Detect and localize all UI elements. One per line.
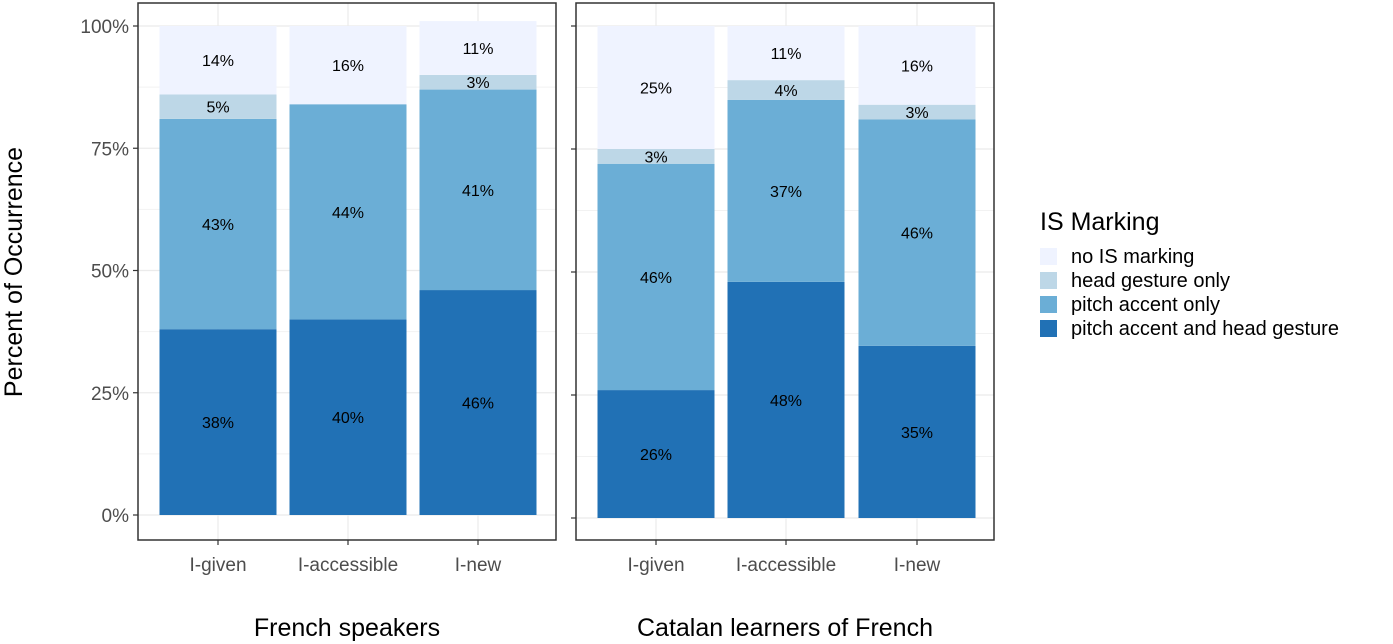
bar-data-label: 11%	[771, 46, 802, 63]
legend-title: IS Marking	[1040, 208, 1159, 236]
bar-data-label: 40%	[332, 410, 364, 427]
bar-segment	[727, 281, 845, 518]
legend-entry-label: pitch accent only	[1071, 294, 1220, 316]
bar-data-label: 26%	[640, 447, 672, 464]
bar-segment	[727, 26, 845, 81]
facet-title: Catalan learners of French	[637, 614, 933, 642]
bar-data-label: 16%	[332, 58, 364, 75]
y-tick-label: 0%	[102, 506, 130, 527]
bar-data-label: 3%	[905, 105, 928, 122]
bar-data-label: 3%	[466, 75, 489, 92]
y-tick-label: 100%	[80, 17, 129, 38]
legend-swatch	[1040, 248, 1057, 265]
bar-segment	[597, 390, 715, 518]
bar-segment	[419, 290, 537, 515]
bar-data-label: 14%	[202, 53, 234, 70]
x-tick-label: I-accessible	[298, 555, 398, 576]
y-tick-label: 50%	[91, 262, 129, 283]
bar-data-label: 46%	[640, 270, 672, 287]
facet-panel: 38% 43% 5% 14% I-given 40% 44% 16% I-accessible 4…	[80, 2, 557, 642]
bar-segment	[159, 94, 277, 119]
bar-segment	[289, 26, 407, 105]
legend-entry-label: no IS marking	[1071, 246, 1194, 268]
x-tick-label: I-accessible	[736, 555, 836, 576]
bar-segment	[159, 329, 277, 515]
y-tick-label: 25%	[91, 384, 129, 405]
bar-data-label: 11%	[463, 41, 494, 58]
bar-data-label: 46%	[462, 396, 494, 413]
bar-segment	[858, 26, 976, 105]
bar-data-label: 37%	[770, 184, 802, 201]
bar-segment	[858, 345, 976, 518]
facet-title: French speakers	[254, 614, 440, 642]
bar-segment	[289, 104, 407, 320]
bar-segment	[727, 80, 845, 100]
x-tick-label: I-given	[627, 555, 684, 576]
bar-data-label: 16%	[901, 58, 933, 75]
facet-panel: 26% 46% 3% 25% I-given 48% 37% 4% 11% I-accessibl…	[571, 2, 995, 642]
bar-data-label: 48%	[770, 393, 802, 410]
y-axis-title: Percent of Occurrence	[0, 147, 28, 397]
bar-segment	[289, 319, 407, 515]
bar-data-label: 4%	[774, 83, 797, 100]
bar-segment	[159, 118, 277, 330]
bar-segment	[597, 149, 715, 164]
bar-segment	[597, 26, 715, 149]
bar-segment	[419, 89, 537, 291]
bar-segment	[858, 104, 976, 120]
bar-segment	[159, 26, 277, 95]
bar-segment	[858, 119, 976, 346]
legend-swatch	[1040, 320, 1057, 337]
bar-data-label: 35%	[901, 425, 933, 442]
legend-swatch	[1040, 272, 1057, 289]
bar-data-label: 44%	[332, 205, 364, 222]
x-tick-label: I-given	[189, 555, 246, 576]
bar-data-label: 46%	[901, 226, 933, 243]
panels-layer: 38% 43% 5% 14% I-given 40% 44% 16% I-accessible 4…	[80, 2, 995, 642]
bar-data-label: 5%	[206, 100, 229, 117]
x-tick-label: I-new	[455, 555, 502, 576]
legend-entry-label: pitch accent and head gesture	[1071, 318, 1339, 340]
bar-segment	[597, 163, 715, 391]
bar-data-label: 25%	[640, 81, 672, 98]
legend-entry-label: head gesture only	[1071, 270, 1230, 292]
legend-swatch	[1040, 296, 1057, 313]
panel-border	[137, 2, 557, 541]
x-tick-label: I-new	[894, 555, 941, 576]
bar-segment	[419, 74, 537, 90]
bar-data-label: 43%	[202, 217, 234, 234]
bar-segment	[419, 21, 537, 75]
bar-data-label: 41%	[462, 183, 494, 200]
bar-data-label: 38%	[202, 415, 234, 432]
bar-data-label: 3%	[644, 149, 667, 166]
y-tick-label: 75%	[91, 139, 129, 160]
bar-segment	[727, 99, 845, 282]
